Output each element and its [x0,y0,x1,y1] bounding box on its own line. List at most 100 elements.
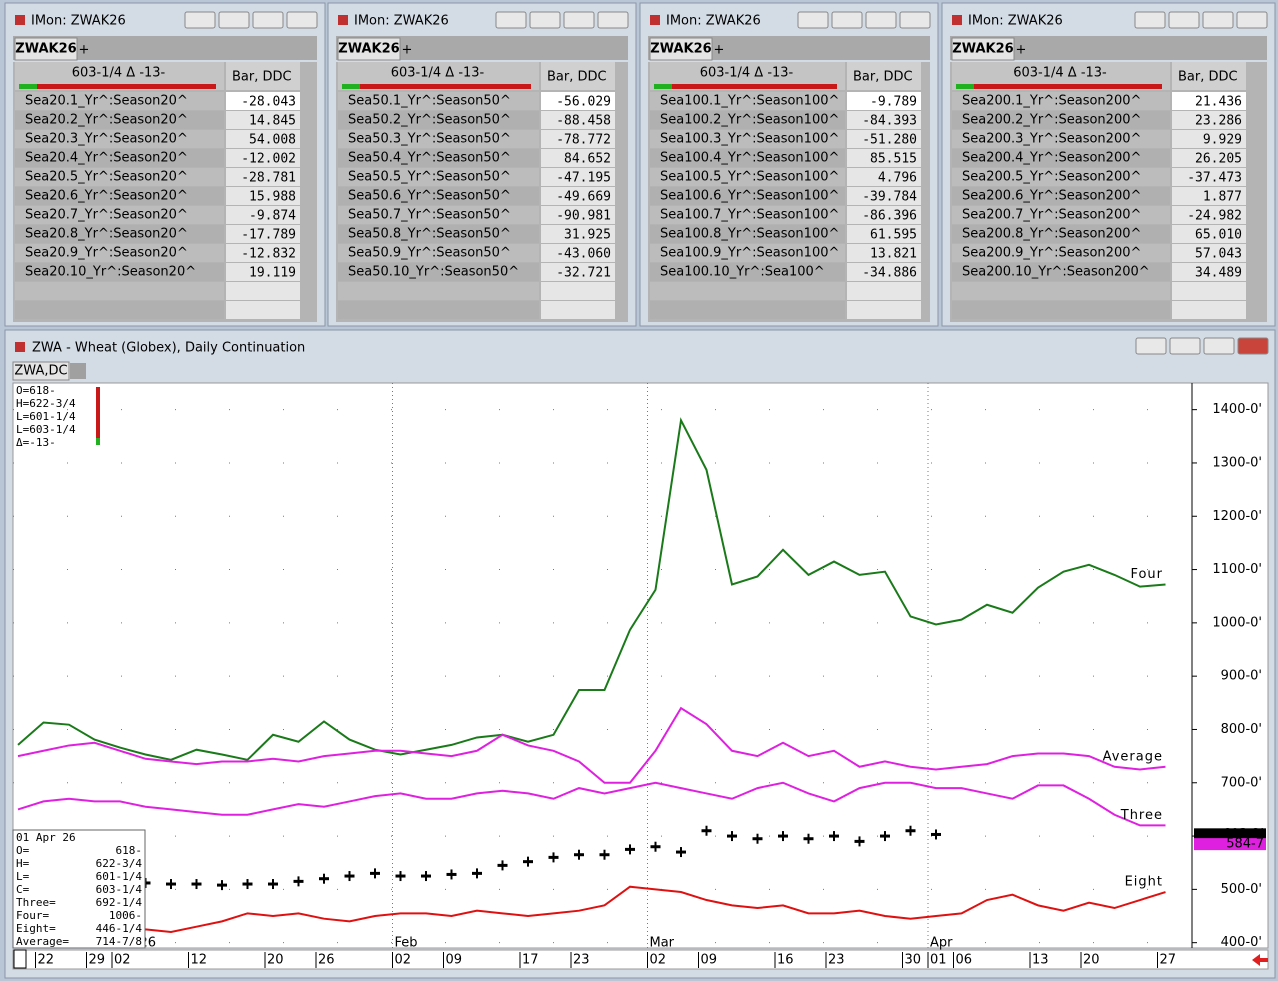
info-marker [96,387,100,445]
window-icon [15,342,25,352]
price-bar-stem [782,831,784,842]
range-bar [654,84,837,89]
name-cell [952,111,1170,129]
value-cell [226,149,300,167]
value-cell [226,301,300,319]
window-button[interactable] [1168,11,1200,29]
value-cell [541,225,615,243]
window-button[interactable] [597,11,629,29]
window-button[interactable] [1135,337,1167,355]
add-tab[interactable]: + [402,43,413,58]
row-value: -12.832 [241,247,296,262]
window-button[interactable] [1169,337,1201,355]
row-name: Sea50.6_Yr^:Season50^ [348,189,511,204]
row-name: Sea200.7_Yr^:Season200^ [962,208,1141,223]
x-tick-label: 17 [522,953,539,968]
name-cell [650,168,845,186]
series-line [17,706,1166,784]
row-value: 14.845 [249,114,296,129]
window-button[interactable] [797,11,829,29]
window-button[interactable] [495,11,527,29]
row-name: Sea20.6_Yr^:Season20^ [25,189,188,204]
name-cell [650,263,845,281]
window-button[interactable] [1236,11,1268,29]
tab[interactable] [14,37,78,61]
y-tick-label: 700-0' [1221,775,1262,790]
window-button[interactable] [218,11,250,29]
tab[interactable] [337,37,401,61]
data-box [12,829,146,949]
row-value: 23.286 [1195,114,1242,129]
row-name: Sea200.6_Yr^:Season200^ [962,189,1141,204]
window-button[interactable] [1202,11,1234,29]
name-cell [338,282,539,300]
add-tab[interactable]: + [714,43,725,58]
window-button[interactable] [899,11,931,29]
range-bar [19,84,216,89]
window-button[interactable] [529,11,561,29]
row-name: Sea20.4_Yr^:Season20^ [25,151,188,166]
window-button[interactable] [286,11,318,29]
data-box-value: 603-1/4 [96,883,143,896]
name-cell [15,149,224,167]
name-cell [15,301,224,319]
row-value: -9.789 [870,95,917,110]
add-tab[interactable] [70,363,86,379]
scroll-handle[interactable] [13,949,27,969]
window-title: IMon: ZWAK26 [354,14,449,29]
tab[interactable] [951,37,1015,61]
price-bar-stem [348,871,351,882]
row-name: Sea100.2_Yr^:Season100^ [660,113,839,128]
price-bar-stem [374,868,376,879]
window-button[interactable] [831,11,863,29]
name-cell [338,187,539,205]
value-cell [541,130,615,148]
window-button[interactable] [1237,337,1269,355]
value-cell [1172,130,1246,148]
row-name: Sea200.3_Yr^:Season200^ [962,132,1141,147]
window-title: IMon: ZWAK26 [666,14,761,29]
scroll-arrow[interactable] [1252,954,1268,966]
row-name: Sea50.8_Yr^:Season50^ [348,227,511,242]
window-button[interactable] [1134,11,1166,29]
window-button[interactable] [252,11,284,29]
value-cell [226,130,300,148]
tab[interactable] [649,37,713,61]
name-cell [952,187,1170,205]
row-value: -88.458 [556,114,611,129]
x-tick-label: 23 [573,953,590,968]
value-cell [226,168,300,186]
series-label: Average [1103,749,1163,764]
row-name: Sea20.2_Yr^:Season20^ [25,113,188,128]
price-bar-stem [731,831,733,842]
window-button[interactable] [865,11,897,29]
header-text: 603-1/4 Δ -13- [700,66,794,81]
window-button[interactable] [1203,337,1235,355]
data-box-value: 692-1/4 [96,896,143,909]
row-value: 34.489 [1195,266,1242,281]
series-line [17,781,1166,827]
y-tick-label: 1100-0' [1212,562,1262,577]
row-name: Sea100.6_Yr^:Season100^ [660,189,839,204]
price-bar-stem [858,836,861,847]
data-box-key: H= [16,857,30,870]
range-bar [342,84,531,89]
value-cell [1172,225,1246,243]
tab[interactable] [12,361,70,381]
row-value: 4.796 [878,171,917,186]
x-tick-label: 09 [701,953,718,968]
row-name: Sea200.2_Yr^:Season200^ [962,113,1141,128]
row-value: -34.886 [862,266,917,281]
window-button[interactable] [563,11,595,29]
add-tab[interactable]: + [79,43,90,58]
window-button[interactable] [184,11,216,29]
add-tab[interactable]: + [1016,43,1027,58]
price-tag [1194,838,1266,851]
price-bar-stem [527,856,529,867]
row-name: Sea50.1_Yr^:Season50^ [348,94,511,109]
row-name: Sea20.1_Yr^:Season20^ [25,94,188,109]
value-cell [541,168,615,186]
x-tick-label: 13 [1032,953,1049,968]
data-box-value: 714-7/8 [96,935,142,948]
row-name: Sea20.8_Yr^:Season20^ [25,227,188,242]
